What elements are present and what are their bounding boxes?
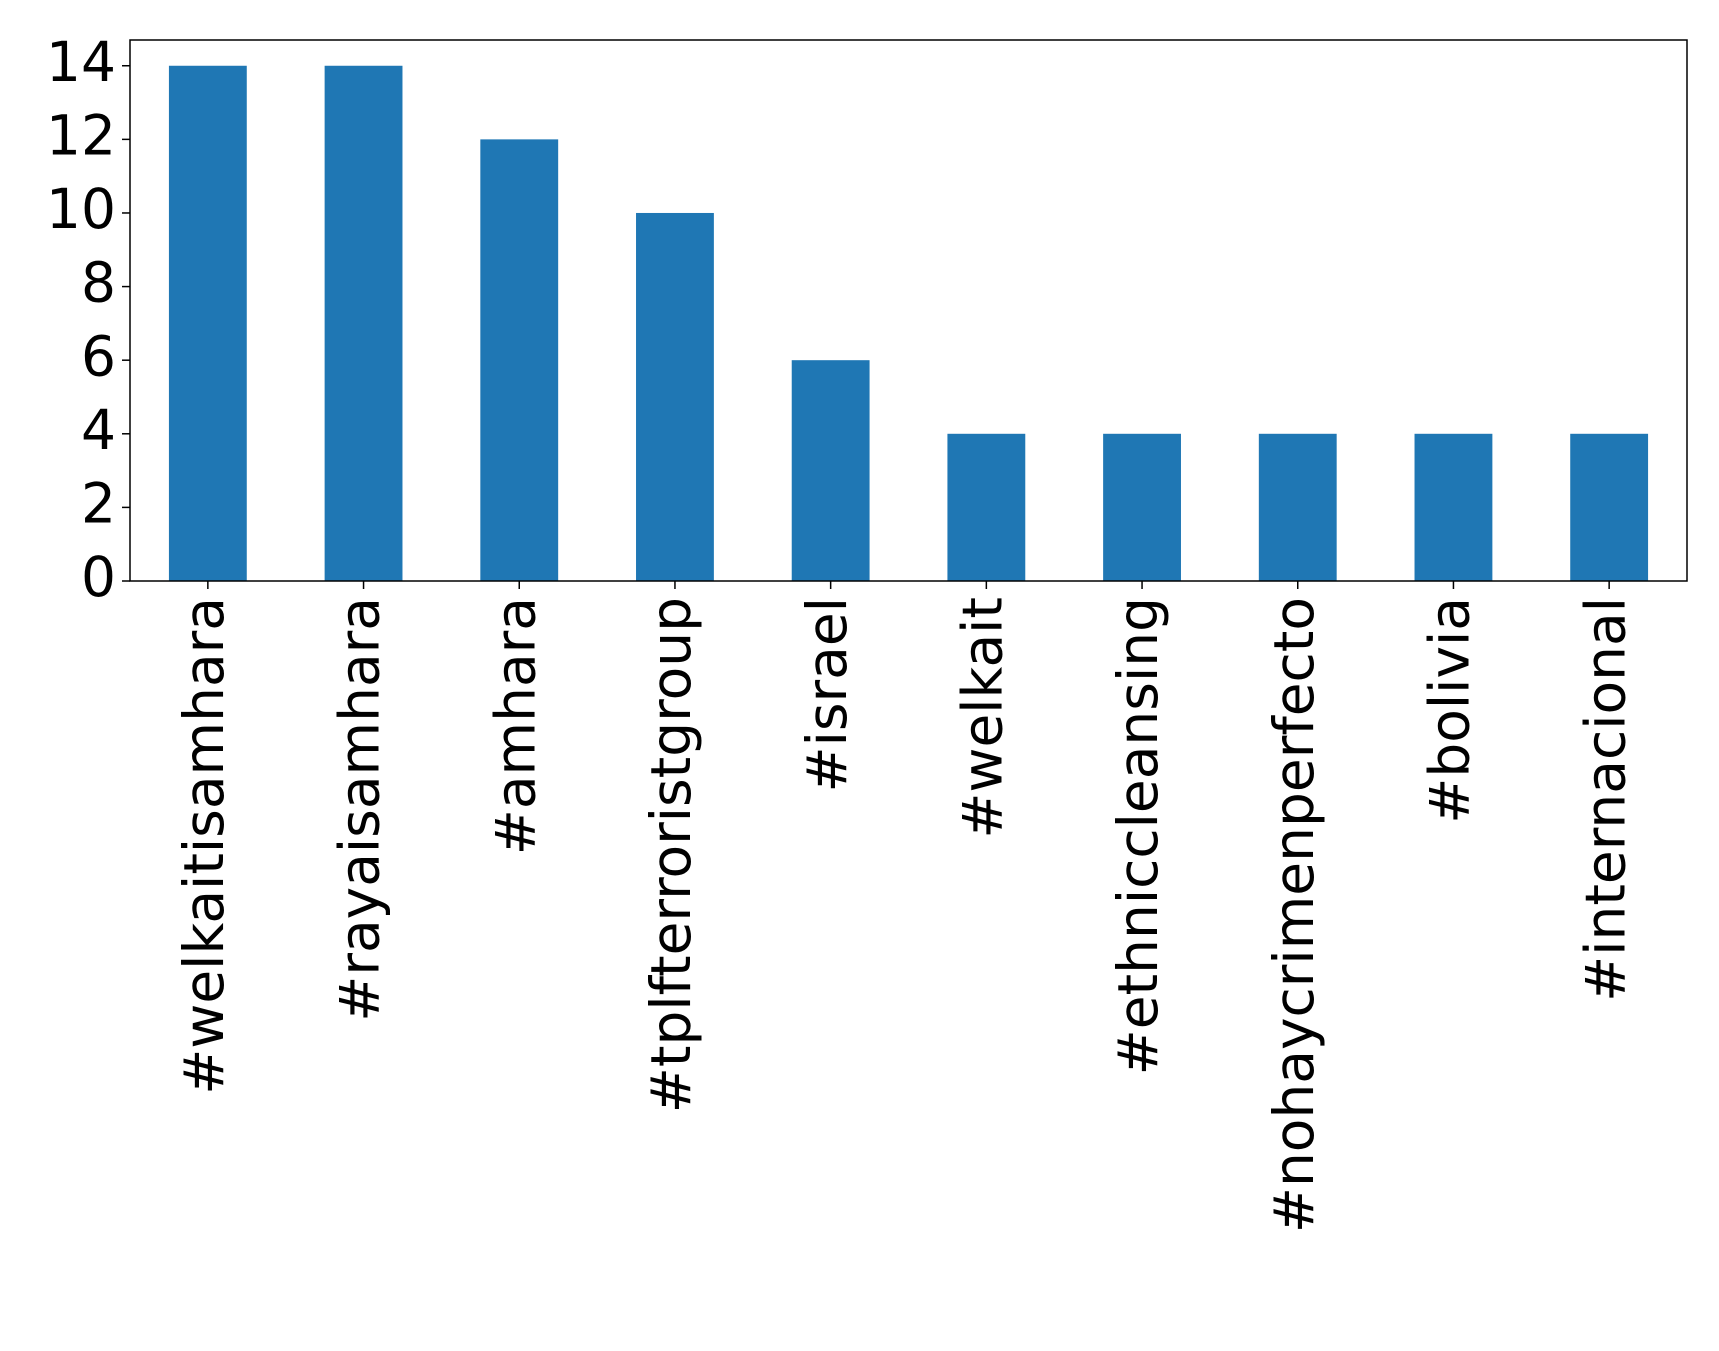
y-tick-label: 10 [46,177,116,241]
bar [1258,433,1337,581]
y-tick-label: 12 [46,104,116,168]
y-tick-label: 0 [81,545,116,609]
x-tick-label: #amhara [483,597,547,855]
bar [324,65,403,581]
x-tick-label: #tplfterroristgroup [639,597,703,1113]
bar [1103,433,1181,581]
x-tick-label: #ethniccleansing [1106,597,1170,1075]
bar [480,139,559,581]
y-tick-label: 14 [46,30,116,94]
x-tick-label: #nohaycrimenperfecto [1262,597,1326,1233]
x-tick-label: #welkaitisamhara [172,597,236,1095]
bar [168,65,247,581]
y-tick-label: 6 [81,324,116,388]
bar [791,360,870,581]
bar [636,212,714,582]
bar [1414,433,1493,581]
x-tick-label: #bolivia [1418,597,1482,824]
x-tick-label: #rayaisamhara [328,597,392,1022]
x-tick-label: #israel [795,597,859,792]
plot-frame [129,39,1688,582]
y-tick-label: 4 [81,398,116,462]
bar [947,433,1026,581]
bar [1570,433,1649,581]
y-tick-label: 8 [81,251,116,315]
x-tick-label: #welkait [950,597,1014,839]
x-tick-label: #internacional [1573,597,1637,1002]
y-tick-label: 2 [81,472,116,536]
